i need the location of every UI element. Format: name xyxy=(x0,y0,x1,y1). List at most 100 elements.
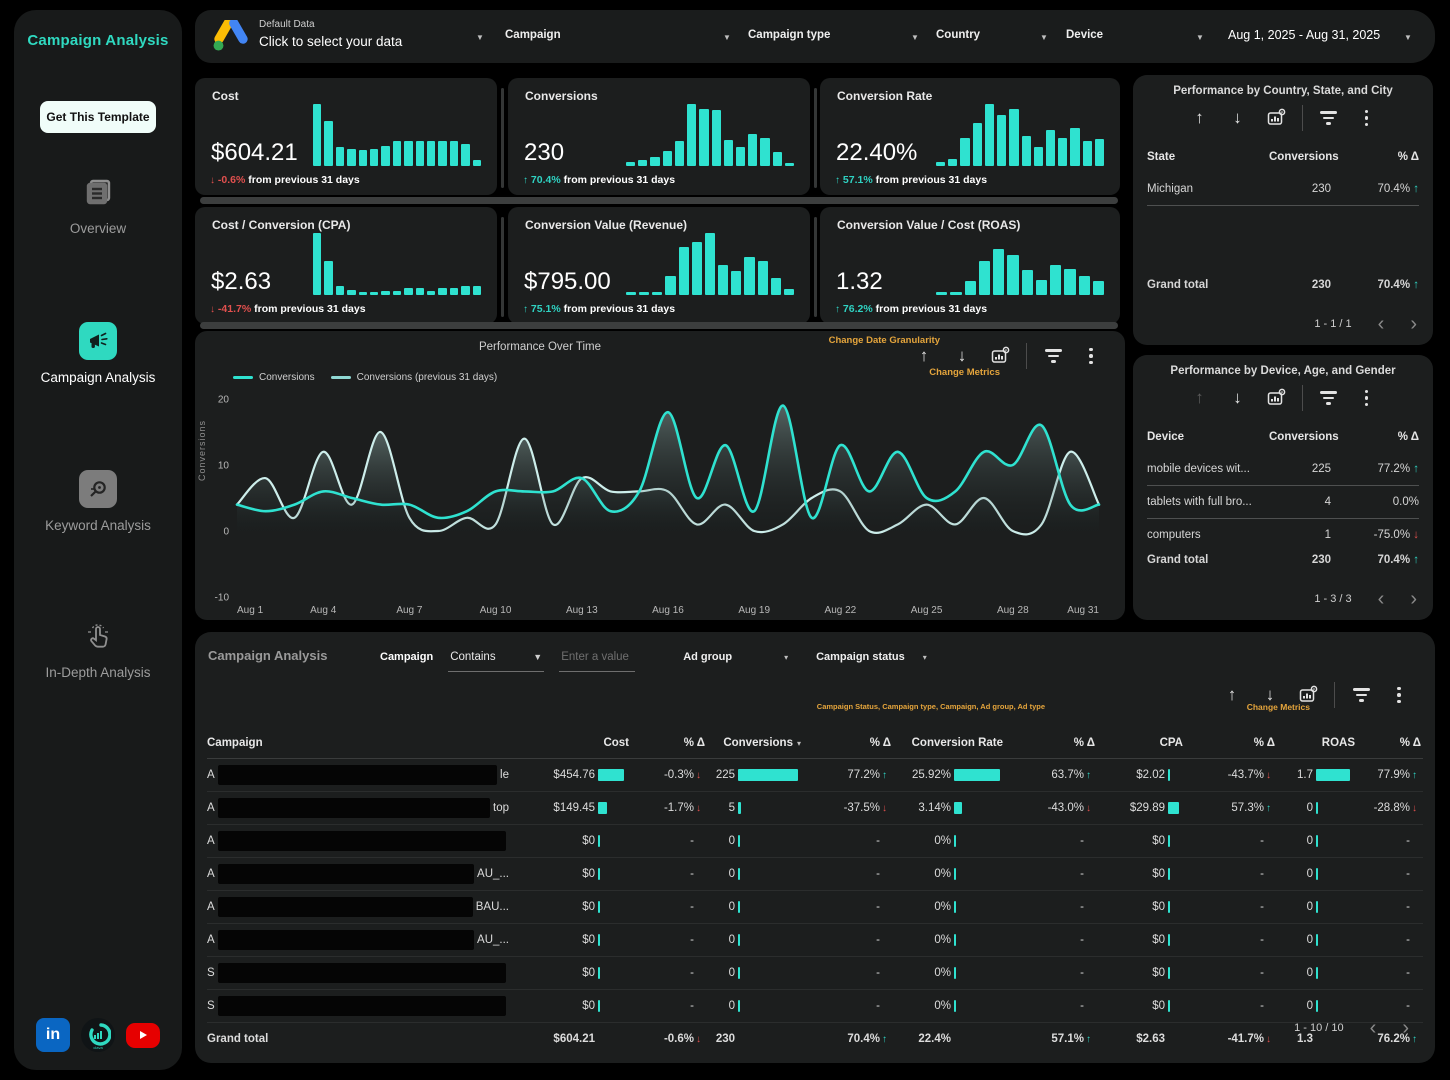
table-row[interactable]: S$0-0-0%-$0-0- xyxy=(207,990,1423,1023)
youtube-icon[interactable] xyxy=(126,1023,160,1048)
more-options-icon[interactable] xyxy=(1355,386,1379,410)
filter-campaign-type[interactable]: Campaign type xyxy=(748,29,830,41)
grand-total-row: Grand total230 70.4% ↑ xyxy=(1147,544,1419,576)
spark-bar xyxy=(948,159,957,166)
col-header[interactable]: ROAS xyxy=(1275,737,1355,749)
move-up-icon[interactable]: ↑ xyxy=(912,344,936,368)
scrollbar-horizontal[interactable] xyxy=(200,322,1118,329)
filter-icon[interactable] xyxy=(1317,106,1341,130)
table-row[interactable]: AAU_...$0-0-0%-$0-0- xyxy=(207,924,1423,957)
move-up-icon[interactable]: ↑ xyxy=(1220,683,1244,707)
scrollbar-horizontal[interactable] xyxy=(200,197,1118,204)
value-bar xyxy=(1168,1000,1170,1012)
next-page-icon[interactable]: › xyxy=(1410,317,1417,331)
sidebar-item-keyword-analysis[interactable]: Keyword Analysis xyxy=(14,470,182,533)
change-metrics-icon[interactable] xyxy=(1296,683,1320,707)
filter-icon[interactable] xyxy=(1349,683,1373,707)
prev-page-icon[interactable]: ‹ xyxy=(1370,1021,1377,1035)
col-header[interactable]: % Δ xyxy=(629,737,705,749)
filter-country[interactable]: Country xyxy=(936,29,980,41)
get-template-button[interactable]: Get This Template xyxy=(40,101,156,133)
table-row[interactable]: A$0-0-0%-$0-0- xyxy=(207,825,1423,858)
value-bar xyxy=(954,769,1000,781)
table-row[interactable]: Ale$454.76-0.3%↓22577.2%↑25.92%63.7%↑$2.… xyxy=(207,759,1423,792)
col-header[interactable]: Conversion Rate xyxy=(891,737,1003,749)
data-source-select[interactable]: Click to select your data xyxy=(259,34,402,49)
col-header[interactable]: % Δ xyxy=(1003,737,1095,749)
next-page-icon[interactable]: › xyxy=(1402,1021,1409,1035)
panel-title: Performance by Device, Age, and Gender xyxy=(1133,355,1433,377)
metric-title: Conversion Rate xyxy=(837,89,932,103)
move-down-icon[interactable]: ↓ xyxy=(1258,683,1282,707)
col-header[interactable]: Campaign xyxy=(207,737,537,749)
spark-bar xyxy=(771,278,781,295)
scorecard-conversion-rate: Conversion Rate 22.40% ↑ 57.1% from prev… xyxy=(820,78,1120,195)
table-row[interactable]: Atop$149.45-1.7%↓5-37.5%↓3.14%-43.0%↓$29… xyxy=(207,792,1423,825)
campaign-status-select[interactable]: Campaign status▾ xyxy=(816,651,927,663)
chevron-down-icon[interactable]: ▼ xyxy=(1040,33,1048,42)
table-row[interactable]: tablets with full bro...4 0.0% xyxy=(1147,486,1419,519)
move-down-icon[interactable]: ↓ xyxy=(950,344,974,368)
col-header[interactable]: % Δ xyxy=(1355,737,1421,749)
col-header[interactable]: % Δ xyxy=(1183,737,1275,749)
filter-value-input[interactable] xyxy=(559,644,635,672)
sidebar-item-campaign-analysis[interactable]: Campaign Analysis xyxy=(14,322,182,385)
change-metrics-icon[interactable] xyxy=(1264,106,1288,130)
change-metrics-icon[interactable] xyxy=(1264,386,1288,410)
table-row[interactable]: mobile devices wit...225 77.2% ↑ xyxy=(1147,453,1419,486)
table-row[interactable]: AAU_...$0-0-0%-$0-0- xyxy=(207,858,1423,891)
col-header[interactable]: CPA xyxy=(1095,737,1183,749)
change-metrics-icon[interactable] xyxy=(988,344,1012,368)
value-bar xyxy=(738,901,740,913)
performance-by-device-panel: Performance by Device, Age, and Gender ↑… xyxy=(1133,355,1433,620)
table-row[interactable]: ABAU...$0-0-0%-$0-0- xyxy=(207,891,1423,924)
col-header[interactable]: % Δ xyxy=(801,737,891,749)
date-range-control[interactable]: Aug 1, 2025 - Aug 31, 2025 xyxy=(1228,28,1400,42)
up-arrow-icon: ↑ xyxy=(1413,463,1419,475)
delta-down-arrow-icon: ↓ xyxy=(882,803,891,814)
table-header-row: CampaignCost% ΔConversions▾% ΔConversion… xyxy=(207,728,1423,759)
col-header[interactable]: Conversions▾ xyxy=(705,737,801,749)
metric-value: 1.32 xyxy=(836,268,883,296)
value-bar xyxy=(738,868,740,880)
prev-page-icon[interactable]: ‹ xyxy=(1378,317,1385,331)
table-row[interactable]: Michigan230 70.4% ↑ xyxy=(1147,173,1419,206)
clava-logo-icon[interactable]: clava xyxy=(81,1018,115,1052)
spark-bar xyxy=(1095,139,1104,166)
next-page-icon[interactable]: › xyxy=(1410,592,1417,606)
chevron-down-icon[interactable]: ▼ xyxy=(723,33,731,42)
linkedin-icon[interactable]: in xyxy=(36,1018,70,1052)
spark-bar xyxy=(960,138,969,166)
metric-title: Conversions xyxy=(525,89,598,103)
filter-device[interactable]: Device xyxy=(1066,29,1103,41)
line-chart[interactable]: 20100-10Aug 1Aug 4Aug 7Aug 10Aug 13Aug 1… xyxy=(207,387,1117,617)
table-row[interactable]: S$0-0-0%-$0-0- xyxy=(207,957,1423,990)
move-up-icon[interactable]: ↑ xyxy=(1188,386,1212,410)
spark-bar xyxy=(936,162,945,166)
filter-icon[interactable] xyxy=(1317,386,1341,410)
spark-bar xyxy=(679,247,689,295)
col-header[interactable]: Cost xyxy=(537,737,629,749)
chevron-down-icon[interactable]: ▼ xyxy=(476,33,484,42)
move-down-icon[interactable]: ↓ xyxy=(1226,106,1250,130)
card-divider xyxy=(814,88,817,188)
more-options-icon[interactable] xyxy=(1355,106,1379,130)
move-up-icon[interactable]: ↑ xyxy=(1188,106,1212,130)
sidebar-item-overview[interactable]: Overview xyxy=(14,173,182,236)
sidebar-item-in-depth-analysis[interactable]: In-Depth Analysis xyxy=(14,617,182,680)
x-tick-label: Aug 19 xyxy=(738,605,770,616)
move-down-icon[interactable]: ↓ xyxy=(1226,386,1250,410)
prev-page-icon[interactable]: ‹ xyxy=(1378,592,1385,606)
chevron-down-icon[interactable]: ▼ xyxy=(1196,33,1204,42)
chevron-down-icon[interactable]: ▼ xyxy=(911,33,919,42)
value-bar xyxy=(598,1000,600,1012)
chevron-down-icon[interactable]: ▼ xyxy=(1404,33,1412,42)
more-options-icon[interactable] xyxy=(1079,344,1103,368)
spark-bar xyxy=(1036,280,1047,296)
scorecard-conversion-value-revenue-: Conversion Value (Revenue) $795.00 ↑ 75.… xyxy=(508,207,810,324)
operator-select[interactable]: Contains▼ xyxy=(448,644,544,672)
adgroup-select[interactable]: Ad group▾ xyxy=(683,651,788,663)
filter-campaign[interactable]: Campaign xyxy=(505,29,561,41)
filter-icon[interactable] xyxy=(1041,344,1065,368)
more-options-icon[interactable] xyxy=(1387,683,1411,707)
